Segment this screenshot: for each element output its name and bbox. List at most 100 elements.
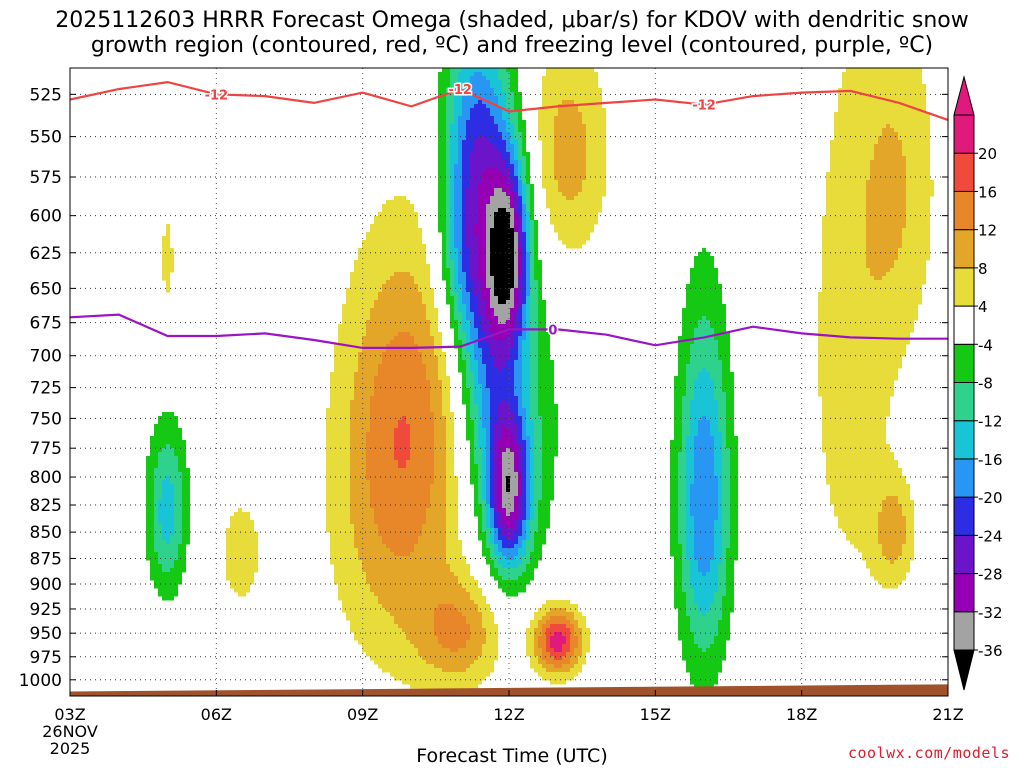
omega-cell <box>714 392 726 397</box>
credit-link[interactable]: coolwx.com/models <box>847 744 1010 762</box>
omega-cell <box>730 460 738 465</box>
omega-cell <box>522 292 526 297</box>
omega-cell <box>350 440 366 445</box>
omega-cell <box>674 432 682 437</box>
omega-cell <box>522 540 526 545</box>
omega-cell <box>582 648 590 653</box>
omega-cell <box>518 492 522 497</box>
omega-cell <box>714 384 722 389</box>
omega-cell <box>522 236 526 241</box>
omega-cell <box>526 292 530 297</box>
omega-cell <box>582 652 586 657</box>
omega-cell <box>154 496 162 501</box>
x-tick-label: 09Z <box>347 705 378 724</box>
omega-cell <box>538 376 554 381</box>
omega-cell <box>478 136 486 141</box>
omega-cell <box>530 284 538 289</box>
omega-cell <box>874 144 902 149</box>
omega-cell <box>414 544 446 549</box>
omega-cell <box>398 420 406 425</box>
omega-cell <box>522 132 526 137</box>
omega-cell <box>554 156 586 161</box>
omega-cell <box>478 604 490 609</box>
omega-cell <box>494 292 510 297</box>
omega-cell <box>530 504 534 509</box>
omega-cell <box>682 568 690 573</box>
omega-cell <box>438 128 446 133</box>
omega-cell <box>518 536 526 541</box>
omega-cell <box>542 424 558 429</box>
omega-cell <box>154 512 158 517</box>
omega-cell <box>154 500 158 505</box>
omega-cell <box>394 432 410 437</box>
omega-cell <box>526 168 530 173</box>
omega-cell <box>446 448 454 453</box>
omega-cell <box>502 504 514 509</box>
omega-cell <box>818 388 894 393</box>
omega-cell <box>730 544 738 549</box>
omega-cell <box>446 260 454 265</box>
omega-cell <box>530 452 534 457</box>
omega-cell <box>470 272 478 277</box>
omega-cell <box>362 644 414 649</box>
omega-cell <box>482 356 494 361</box>
omega-cell <box>326 500 350 505</box>
omega-cell <box>722 536 730 541</box>
omega-cell <box>494 456 498 461</box>
omega-cell <box>714 540 722 545</box>
omega-cell <box>518 256 522 261</box>
omega-cell <box>678 352 690 357</box>
omega-cell <box>486 504 490 509</box>
omega-cell <box>450 72 458 77</box>
omega-cell <box>326 424 350 429</box>
omega-cell <box>498 496 502 501</box>
omega-cell <box>450 152 458 157</box>
omega-cell <box>898 132 930 137</box>
omega-cell <box>522 212 526 217</box>
omega-cell <box>682 448 686 453</box>
omega-cell <box>530 496 534 501</box>
omega-cell <box>526 644 534 649</box>
omega-cell <box>494 484 498 489</box>
omega-cell <box>542 456 554 461</box>
omega-cell <box>338 588 370 593</box>
omega-cell <box>690 420 698 425</box>
omega-cell <box>446 112 454 117</box>
omega-cell <box>530 348 538 353</box>
omega-cell <box>834 116 930 121</box>
omega-cell <box>494 428 502 433</box>
omega-cell <box>166 280 170 285</box>
omega-cell <box>722 500 730 505</box>
omega-cell <box>670 532 678 537</box>
omega-cell <box>438 112 446 117</box>
omega-cell <box>474 292 482 297</box>
omega-cell <box>458 264 462 269</box>
omega-cell <box>718 412 726 417</box>
omega-cell <box>474 600 486 605</box>
omega-cell <box>466 236 478 241</box>
omega-cell <box>354 372 378 377</box>
omega-cell <box>174 508 182 513</box>
omega-cell <box>866 212 906 217</box>
omega-cell <box>478 528 482 533</box>
omega-cell <box>722 548 726 553</box>
omega-cell <box>450 180 454 185</box>
omega-cell <box>470 304 478 309</box>
omega-cell <box>586 144 606 149</box>
omega-cell <box>454 244 462 249</box>
omega-cell <box>690 408 718 413</box>
omega-cell <box>538 500 550 505</box>
omega-cell <box>166 444 170 449</box>
omega-cell <box>686 536 694 541</box>
omega-cell <box>710 604 722 609</box>
omega-cell <box>486 76 498 81</box>
colorbar-label: -36 <box>978 642 1003 660</box>
omega-cell <box>458 140 462 145</box>
omega-cell <box>446 192 450 197</box>
omega-cell <box>514 228 518 233</box>
omega-cell <box>462 104 474 109</box>
omega-cell <box>830 148 874 153</box>
omega-cell <box>534 648 542 653</box>
omega-cell <box>534 236 538 241</box>
omega-cell <box>510 200 514 205</box>
